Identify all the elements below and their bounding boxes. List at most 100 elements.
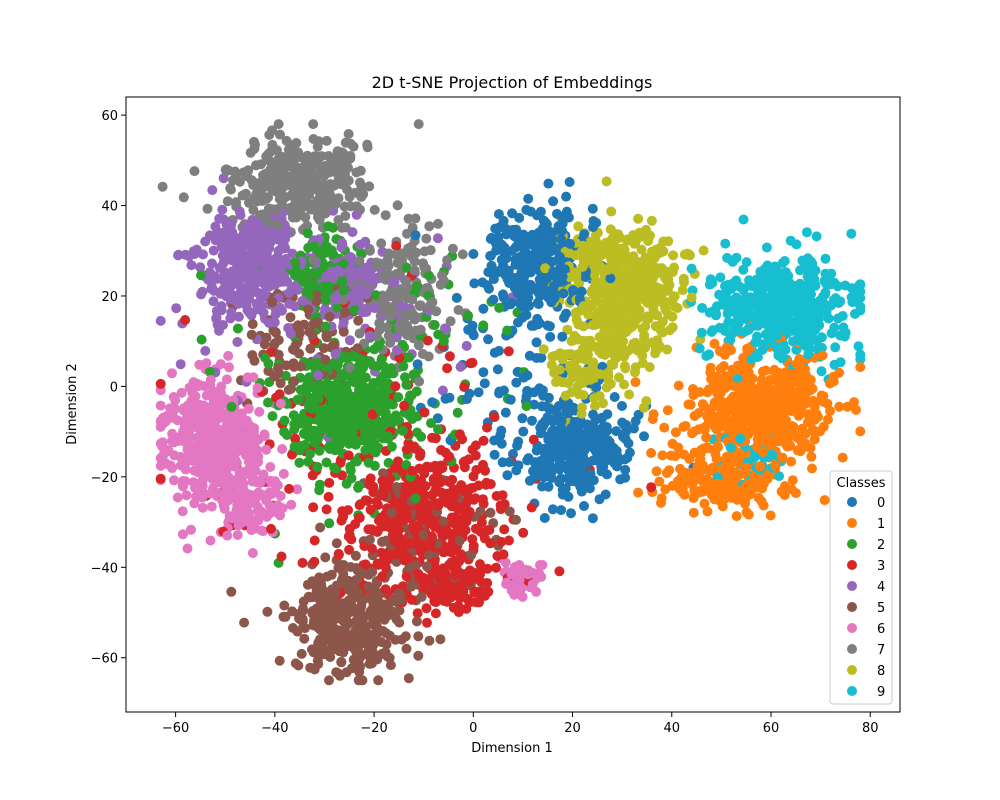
- data-point-class-8: [619, 379, 629, 390]
- data-point-class-2: [400, 372, 410, 383]
- data-point-class-0: [522, 370, 533, 381]
- data-point-class-6: [159, 417, 169, 428]
- data-point-class-7: [344, 191, 355, 202]
- data-point-class-4: [208, 296, 219, 307]
- data-point-class-4: [337, 238, 348, 248]
- data-point-class-3: [344, 523, 355, 534]
- data-point-class-7: [275, 129, 285, 140]
- data-point-class-1: [770, 461, 781, 472]
- data-point-class-1: [756, 475, 767, 485]
- data-point-class-3: [495, 504, 506, 515]
- data-point-class-8: [557, 377, 568, 388]
- data-point-class-8: [573, 372, 584, 383]
- data-point-class-6: [176, 387, 187, 398]
- data-point-class-0: [620, 464, 631, 475]
- data-point-class-8: [565, 360, 576, 371]
- data-point-class-6: [205, 535, 216, 546]
- data-point-class-2: [279, 415, 290, 426]
- data-point-class-3: [431, 568, 442, 579]
- data-point-class-0: [609, 392, 620, 402]
- data-point-class-3: [434, 461, 445, 472]
- data-point-class-0: [485, 250, 496, 261]
- data-point-class-3: [391, 240, 402, 251]
- data-point-class-2: [370, 290, 381, 301]
- data-point-class-9: [706, 326, 717, 337]
- data-point-class-3: [503, 346, 514, 357]
- data-point-class-0: [587, 203, 598, 214]
- data-point-class-0: [521, 204, 532, 215]
- data-point-class-5: [261, 332, 272, 343]
- data-point-class-5: [350, 550, 361, 561]
- data-point-class-8: [620, 363, 631, 374]
- data-point-class-4: [297, 295, 308, 306]
- data-point-class-4: [285, 328, 296, 339]
- data-point-class-6: [206, 501, 217, 512]
- data-point-class-7: [442, 255, 453, 266]
- data-point-class-8: [668, 250, 679, 261]
- data-point-class-7: [321, 135, 332, 146]
- data-point-class-5: [273, 349, 284, 360]
- data-point-class-7: [362, 142, 373, 153]
- data-point-class-3: [489, 412, 500, 423]
- data-point-class-5: [466, 550, 477, 561]
- data-point-class-0: [536, 352, 547, 363]
- data-point-class-6: [224, 362, 234, 373]
- data-point-class-0: [623, 438, 634, 449]
- data-point-class-8: [637, 358, 648, 369]
- data-point-class-4: [204, 230, 215, 241]
- data-point-class-0: [483, 334, 494, 345]
- data-point-class-1: [745, 489, 756, 500]
- data-point-class-6: [247, 548, 258, 558]
- data-point-class-7: [437, 270, 447, 281]
- data-point-class-7: [354, 328, 365, 339]
- data-point-class-4: [207, 185, 218, 196]
- data-point-class-8: [652, 344, 663, 355]
- data-point-class-3: [321, 504, 332, 515]
- data-point-class-0: [511, 465, 522, 476]
- data-point-class-1: [693, 408, 704, 418]
- data-point-class-3: [333, 549, 344, 560]
- data-point-class-5: [411, 616, 422, 627]
- data-point-class-6: [252, 383, 263, 393]
- data-point-class-1: [702, 506, 713, 517]
- data-point-class-7: [291, 212, 302, 223]
- data-point-class-3: [406, 594, 417, 605]
- data-point-class-1: [855, 426, 866, 437]
- data-point-class-6: [264, 487, 275, 498]
- data-point-class-1: [779, 490, 790, 501]
- data-point-class-4: [233, 311, 244, 322]
- data-point-class-9: [833, 298, 844, 308]
- data-point-class-3: [367, 543, 377, 554]
- data-point-class-0: [579, 501, 589, 511]
- data-point-class-1: [735, 391, 746, 402]
- data-point-class-1: [705, 362, 716, 373]
- data-point-class-4: [432, 233, 443, 244]
- data-point-class-6: [232, 530, 243, 540]
- data-point-class-6: [155, 400, 166, 411]
- data-point-class-6: [292, 484, 303, 495]
- data-point-class-0: [630, 416, 641, 427]
- data-point-class-3: [309, 535, 320, 546]
- data-point-class-0: [575, 428, 586, 439]
- data-point-class-8: [583, 309, 594, 320]
- data-point-class-3: [444, 351, 455, 362]
- data-point-class-0: [548, 196, 559, 207]
- data-point-class-1: [741, 507, 752, 518]
- data-point-class-6: [500, 557, 511, 568]
- data-point-class-0: [502, 470, 513, 481]
- data-point-class-4: [208, 245, 219, 256]
- data-point-class-4: [171, 303, 182, 314]
- data-point-class-3: [442, 363, 453, 374]
- data-point-class-3: [155, 378, 166, 389]
- data-point-class-1: [823, 414, 833, 425]
- data-point-class-7: [264, 129, 275, 140]
- data-point-class-0: [496, 425, 507, 436]
- data-point-class-2: [302, 228, 313, 239]
- data-point-class-9: [816, 332, 827, 343]
- data-point-class-3: [180, 315, 191, 325]
- data-point-class-4: [195, 262, 206, 273]
- data-point-class-4: [196, 289, 207, 300]
- data-point-class-3: [309, 556, 320, 567]
- data-point-class-8: [628, 338, 639, 349]
- data-point-class-5: [285, 312, 296, 323]
